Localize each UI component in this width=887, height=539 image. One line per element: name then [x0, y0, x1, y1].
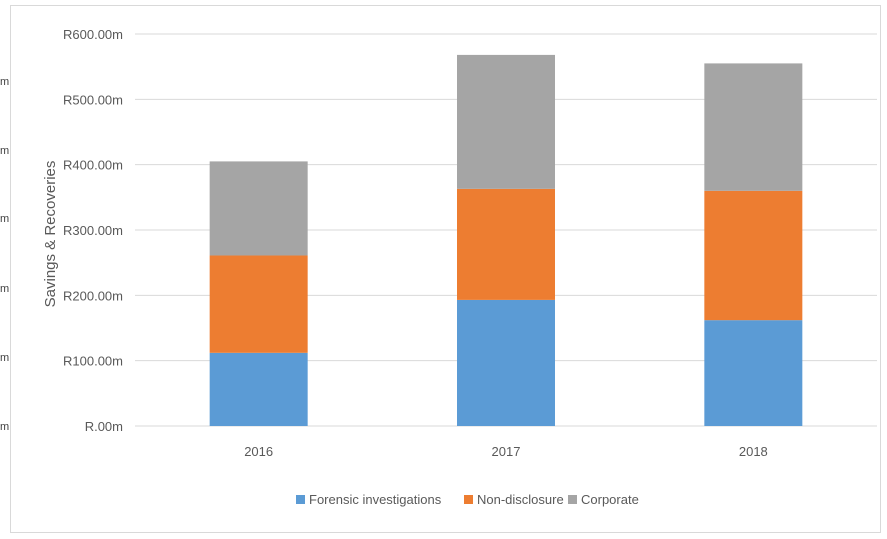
chart-container: R.00m R100.00m R200.00m R300.00m R400.00m R50…: [10, 5, 881, 533]
y-tick-label: R300.00m: [63, 223, 123, 238]
y-axis-label: Savings & Recoveries: [42, 161, 59, 308]
y-tick-label: R200.00m: [63, 288, 123, 303]
legend-label: Corporate: [581, 492, 639, 507]
bar-segment: [209, 255, 308, 353]
edge-fragment: m: [0, 76, 10, 88]
y-tick-label: R100.00m: [63, 354, 123, 369]
bar-segment: [704, 190, 803, 321]
bar-segment: [209, 161, 308, 256]
bar-segment: [457, 188, 555, 300]
legend-label: Forensic investigations: [309, 492, 442, 507]
bar-segment: [457, 299, 555, 426]
y-tick-label: R400.00m: [63, 158, 123, 173]
edge-fragment: m: [0, 213, 10, 225]
legend-label: Non-disclosure: [477, 492, 564, 507]
legend: Forensic investigations Non-disclosure Cor…: [296, 492, 639, 507]
x-tick-label: 2018: [739, 444, 768, 459]
legend-swatch: [296, 495, 305, 504]
edge-fragment: m: [0, 145, 10, 157]
x-axis-tick-labels: 2016 2017 2018: [244, 444, 768, 459]
bar-segment: [704, 63, 803, 191]
x-tick-label: 2016: [244, 444, 273, 459]
adjacent-chart-edge: m m m m m m: [0, 0, 10, 538]
stacked-bar-chart: R.00m R100.00m R200.00m R300.00m R400.00m R50…: [42, 27, 877, 507]
bar-segment: [209, 352, 308, 426]
y-tick-label: R600.00m: [63, 27, 123, 42]
y-tick-label: R500.00m: [63, 92, 123, 107]
bars: [209, 54, 803, 426]
y-axis-tick-labels: R.00m R100.00m R200.00m R300.00m R400.00m R50…: [63, 27, 123, 434]
edge-fragment: m: [0, 421, 10, 433]
bar-segment: [457, 54, 555, 189]
edge-fragment: m: [0, 283, 10, 295]
legend-swatch: [568, 495, 577, 504]
legend-swatch: [464, 495, 473, 504]
x-tick-label: 2017: [492, 444, 521, 459]
edge-fragment: m: [0, 352, 10, 364]
y-tick-label: R.00m: [85, 419, 123, 434]
bar-segment: [704, 320, 803, 426]
